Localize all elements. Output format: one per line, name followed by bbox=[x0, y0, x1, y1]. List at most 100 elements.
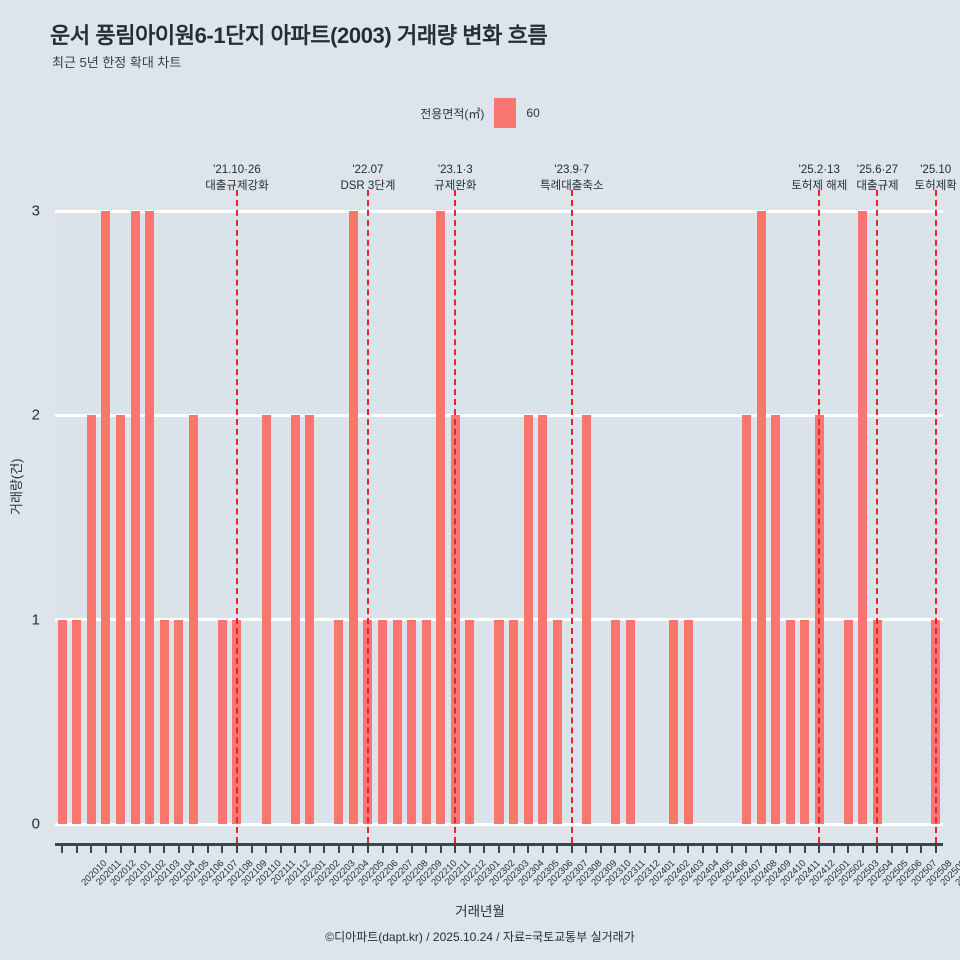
x-tick-202503 bbox=[832, 843, 835, 853]
bar-202305[interactable] bbox=[509, 619, 519, 824]
x-tick-202507 bbox=[891, 843, 894, 853]
annotation-line-4 bbox=[818, 190, 821, 843]
bar-202412[interactable] bbox=[785, 619, 795, 824]
x-tick-202407 bbox=[716, 843, 719, 853]
bar-202401[interactable] bbox=[625, 619, 635, 824]
bar-202208[interactable] bbox=[378, 619, 388, 824]
x-tick-202201 bbox=[279, 843, 282, 853]
x-tick-202207 bbox=[366, 843, 369, 853]
bar-202304[interactable] bbox=[494, 619, 504, 824]
annotation-0: '21.10·26 대출규제강화 bbox=[205, 162, 268, 194]
annotation-5: '25.6·27 대출규제 bbox=[856, 162, 898, 194]
bar-202404[interactable] bbox=[669, 619, 679, 824]
x-tick-202101 bbox=[104, 843, 107, 853]
annotation-text-5: 대출규제 bbox=[856, 180, 899, 192]
y-axis-title: 거래량(건) bbox=[9, 458, 24, 516]
bar-202109[interactable] bbox=[217, 619, 227, 824]
annotation-text-2: 규제완화 bbox=[434, 180, 477, 192]
x-tick-202109 bbox=[221, 843, 224, 853]
bar-202210[interactable] bbox=[407, 619, 417, 824]
bar-202501[interactable] bbox=[800, 619, 810, 824]
x-tick-202310 bbox=[585, 843, 588, 853]
y-tick-label-2: 2 bbox=[31, 406, 40, 424]
x-tick-202103 bbox=[134, 843, 137, 853]
bar-202504[interactable] bbox=[843, 619, 853, 824]
bar-202302[interactable] bbox=[465, 619, 475, 824]
annotation-line-0 bbox=[235, 190, 238, 843]
bar-202212[interactable] bbox=[436, 211, 446, 824]
bar-202106[interactable] bbox=[174, 619, 184, 824]
x-tick-202212 bbox=[439, 843, 442, 853]
x-tick-202501 bbox=[803, 843, 806, 853]
bar-202505[interactable] bbox=[858, 211, 868, 824]
x-tick-202401 bbox=[629, 843, 632, 853]
x-tick-202104 bbox=[148, 843, 151, 853]
bar-202107[interactable] bbox=[188, 415, 198, 824]
x-tick-202209 bbox=[396, 843, 399, 853]
x-tick-202112 bbox=[265, 843, 268, 853]
bar-202410[interactable] bbox=[756, 211, 766, 824]
x-tick-202108 bbox=[206, 843, 209, 853]
x-tick-202210 bbox=[410, 843, 413, 853]
gridline-1 bbox=[55, 618, 943, 622]
annotation-2: '23.1·3 규제완화 bbox=[434, 162, 476, 194]
annotation-date-6: '25.10 bbox=[920, 164, 952, 176]
page-title: 운서 풍림아이원6-1단지 아파트(2003) 거래량 변화 흐름 bbox=[50, 23, 548, 48]
x-tick-202411 bbox=[774, 843, 777, 853]
bar-202205[interactable] bbox=[334, 619, 344, 824]
x-tick-202403 bbox=[658, 843, 661, 853]
bar-202209[interactable] bbox=[392, 619, 402, 824]
x-tick-202405 bbox=[687, 843, 690, 853]
bar-202203[interactable] bbox=[305, 415, 315, 824]
x-tick-202509 bbox=[920, 843, 923, 853]
x-tick-202205 bbox=[337, 843, 340, 853]
x-tick-202508 bbox=[905, 843, 908, 853]
annotation-1: '22.07 DSR 3단계 bbox=[340, 162, 395, 194]
bar-202112[interactable] bbox=[261, 415, 271, 824]
annotation-line-6 bbox=[934, 190, 937, 843]
x-tick-202311 bbox=[599, 843, 602, 853]
x-tick-202110 bbox=[235, 843, 238, 853]
bar-202405[interactable] bbox=[683, 619, 693, 824]
bar-202010[interactable] bbox=[57, 619, 67, 824]
x-tick-202505 bbox=[861, 843, 864, 853]
gridline-2 bbox=[55, 413, 943, 417]
x-tick-202111 bbox=[250, 843, 253, 853]
bar-202105[interactable] bbox=[159, 619, 169, 824]
x-tick-202107 bbox=[192, 843, 195, 853]
y-tick-label-1: 1 bbox=[31, 611, 40, 629]
bar-202312[interactable] bbox=[610, 619, 620, 824]
chart-legend: 전용면적(㎡) 60 bbox=[0, 98, 960, 128]
annotation-text-0: 대출규제강화 bbox=[205, 180, 269, 192]
bar-202104[interactable] bbox=[145, 211, 155, 824]
x-tick-202510 bbox=[934, 843, 937, 853]
page-subtitle: 최근 5년 한정 확대 차트 bbox=[52, 55, 182, 70]
x-tick-202412 bbox=[789, 843, 792, 853]
bar-202011[interactable] bbox=[72, 619, 82, 824]
y-tick-label-0: 0 bbox=[31, 815, 40, 833]
bar-202202[interactable] bbox=[290, 415, 300, 824]
bar-202411[interactable] bbox=[771, 415, 781, 824]
x-tick-202305 bbox=[512, 843, 515, 853]
annotation-date-0: '21.10·26 bbox=[213, 164, 261, 176]
plot-area bbox=[55, 209, 943, 826]
bar-202306[interactable] bbox=[523, 415, 533, 824]
bar-202206[interactable] bbox=[348, 211, 358, 824]
bar-202310[interactable] bbox=[581, 415, 591, 824]
x-tick-202012 bbox=[90, 843, 93, 853]
bar-202409[interactable] bbox=[741, 415, 751, 824]
x-tick-202106 bbox=[177, 843, 180, 853]
bar-202103[interactable] bbox=[130, 211, 140, 824]
bar-202308[interactable] bbox=[552, 619, 562, 824]
bar-202211[interactable] bbox=[421, 619, 431, 824]
bar-202307[interactable] bbox=[538, 415, 548, 824]
bar-202102[interactable] bbox=[115, 415, 125, 824]
x-tick-202203 bbox=[308, 843, 311, 853]
bar-202101[interactable] bbox=[101, 211, 111, 824]
bar-202012[interactable] bbox=[86, 415, 96, 824]
x-tick-202504 bbox=[847, 843, 850, 853]
x-tick-202301 bbox=[454, 843, 457, 853]
x-tick-202404 bbox=[672, 843, 675, 853]
annotation-text-4: 토허제 해제 bbox=[791, 180, 848, 192]
x-tick-202206 bbox=[352, 843, 355, 853]
